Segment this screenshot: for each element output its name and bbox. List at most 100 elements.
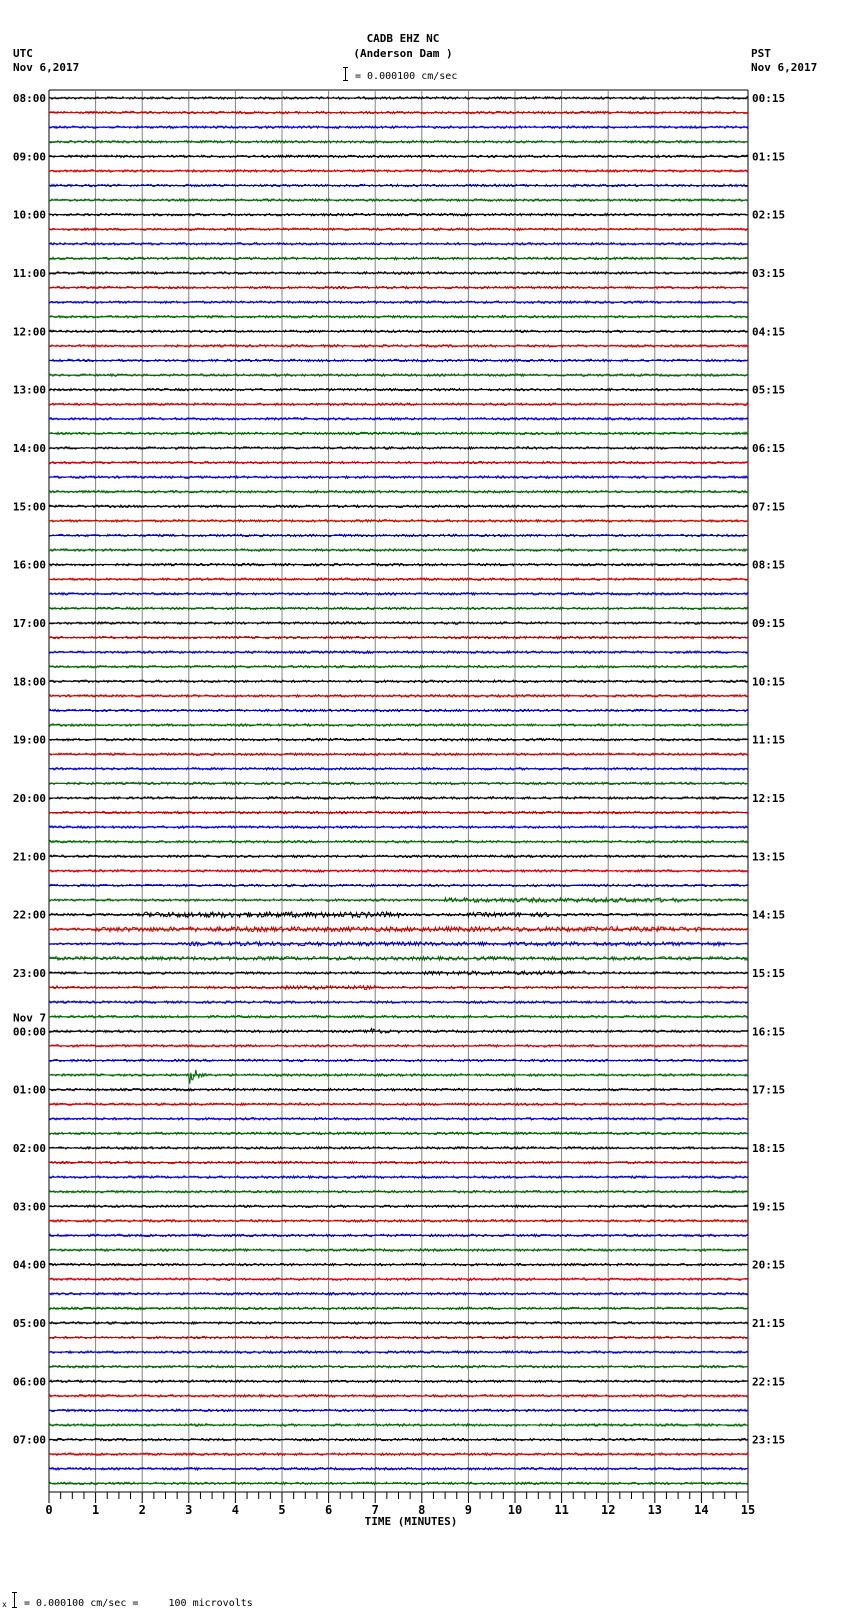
utc-hour-label: 16:00 (13, 559, 46, 572)
seismic-trace (48, 924, 749, 934)
seismic-trace (48, 1305, 749, 1311)
seismic-trace (48, 839, 749, 844)
pst-hour-label: 09:15 (752, 617, 785, 630)
seismic-trace (48, 1466, 749, 1472)
utc-hour-label: 12:00 (13, 325, 46, 338)
seismic-trace (48, 285, 749, 290)
seismic-trace (48, 576, 749, 582)
seismic-trace (48, 693, 749, 699)
x-tick-label: 9 (465, 1503, 472, 1517)
seismic-trace (48, 1014, 749, 1020)
seismic-trace (48, 154, 749, 159)
utc-hour-label: 09:00 (13, 150, 46, 163)
x-tick-label: 7 (372, 1503, 379, 1517)
seismic-trace (48, 910, 749, 920)
seismic-trace (48, 895, 749, 904)
seismic-trace (48, 387, 749, 392)
pst-hour-label: 12:15 (752, 792, 785, 805)
x-tick-label: 3 (185, 1503, 192, 1517)
pst-hour-label: 04:15 (752, 325, 785, 338)
utc-hour-label: 21:00 (13, 850, 46, 863)
seismic-trace (48, 810, 749, 815)
seismic-trace (48, 1218, 749, 1224)
seismic-trace (48, 226, 749, 232)
utc-hour-label: 06:00 (13, 1375, 46, 1388)
seismic-trace (48, 256, 749, 261)
x-tick-label: 11 (554, 1503, 568, 1517)
seismic-trace (48, 270, 749, 276)
x-tick-label: 13 (648, 1503, 662, 1517)
utc-hour-label: 07:00 (13, 1434, 46, 1447)
seismic-trace (48, 737, 748, 743)
seismic-trace (48, 547, 749, 553)
seismic-trace (48, 329, 749, 334)
seismic-trace (48, 1291, 749, 1297)
x-tick-label: 15 (741, 1503, 755, 1517)
seismic-trace (48, 1276, 749, 1282)
seismic-trace (48, 883, 749, 888)
seismic-trace (48, 1320, 749, 1326)
x-tick-label: 10 (508, 1503, 522, 1517)
utc-hour-label: 03:00 (13, 1200, 46, 1213)
utc-hour-label: 18:00 (13, 675, 46, 688)
pst-hour-label: 22:15 (752, 1375, 785, 1388)
seismic-trace (48, 751, 749, 757)
left-timezone: UTC (13, 47, 33, 60)
seismic-trace (48, 1349, 749, 1355)
utc-hour-label: 23:00 (13, 967, 46, 980)
pst-hour-label: 11:15 (752, 734, 785, 747)
seismic-trace (48, 1233, 749, 1238)
pst-hour-label: 10:15 (752, 675, 785, 688)
pst-hour-label: 20:15 (752, 1259, 785, 1272)
seismic-trace (48, 795, 749, 801)
pst-hour-label: 01:15 (752, 150, 785, 163)
seismic-trace (48, 533, 749, 538)
station-location: (Anderson Dam ) (353, 47, 453, 60)
footer-scale-bar-stem (14, 1592, 15, 1608)
seismic-trace (48, 1364, 748, 1369)
seismic-trace (48, 1069, 749, 1084)
utc-hour-label: 00:00 (13, 1025, 46, 1038)
pst-hour-label: 16:15 (752, 1025, 785, 1038)
pst-hour-label: 02:15 (752, 209, 785, 222)
seismic-trace (48, 489, 749, 495)
x-tick-label: 14 (694, 1503, 708, 1517)
pst-hour-label: 23:15 (752, 1434, 785, 1447)
seismic-trace (48, 1335, 749, 1340)
pst-hour-label: 19:15 (752, 1200, 785, 1213)
seismic-trace (48, 781, 749, 786)
seismic-trace (48, 1160, 749, 1165)
pst-hour-label: 03:15 (752, 267, 785, 280)
seismic-trace (48, 1087, 749, 1092)
seismic-trace (48, 606, 748, 611)
footer-prefix: x (2, 1600, 7, 1609)
pst-hour-label: 05:15 (752, 384, 785, 397)
utc-hour-label: 17:00 (13, 617, 46, 630)
pst-hour-label: 21:15 (752, 1317, 785, 1330)
utc-hour-label: 13:00 (13, 384, 46, 397)
seismic-trace (48, 708, 748, 713)
seismic-trace (49, 766, 749, 772)
utc-hour-label: 08:00 (13, 92, 46, 105)
utc-hour-label: 22:00 (13, 909, 46, 922)
seismic-trace (48, 1262, 749, 1267)
seismic-trace (48, 722, 749, 728)
seismic-trace (49, 314, 749, 319)
seismic-trace (48, 999, 749, 1005)
pst-hour-label: 07:15 (752, 500, 785, 513)
utc-hour-label: 19:00 (13, 734, 46, 747)
x-tick-label: 0 (45, 1503, 52, 1517)
seismic-trace (48, 197, 748, 203)
seismic-trace (48, 168, 749, 174)
seismic-trace (48, 503, 749, 509)
seismic-trace (48, 620, 749, 626)
seismic-trace (48, 1408, 749, 1413)
footer-scale-text: = 0.000100 cm/sec = 100 microvolts (24, 1598, 253, 1609)
utc-hour-label: 04:00 (13, 1259, 46, 1272)
seismic-trace (48, 1378, 749, 1384)
seismic-trace (48, 241, 749, 247)
seismic-trace (48, 1058, 749, 1063)
seismic-trace (48, 1451, 749, 1457)
scale-text: = 0.000100 cm/sec (355, 71, 458, 82)
